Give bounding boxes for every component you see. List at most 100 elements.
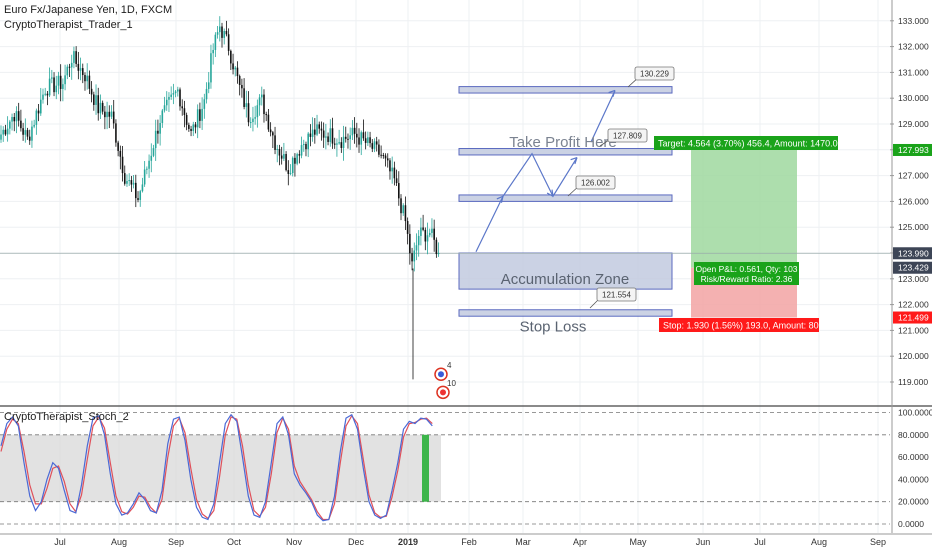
arrow-head-stroke: [496, 195, 504, 203]
candle-body: [254, 117, 256, 119]
candle-body: [435, 239, 438, 255]
candle-body: [0, 134, 2, 140]
candle-body: [139, 191, 142, 200]
candle-body: [411, 253, 413, 262]
badge-core: [440, 389, 446, 396]
candle-body: [13, 117, 16, 122]
candle-body: [141, 184, 144, 192]
candle-body: [88, 75, 91, 89]
candle-body: [380, 154, 382, 156]
candles: [0, 16, 440, 380]
candle-body: [322, 130, 325, 138]
candle-body: [37, 110, 40, 114]
candle-body: [135, 182, 137, 199]
arrow-head-stroke: [546, 189, 554, 197]
candle-body: [424, 229, 427, 242]
candle-body: [349, 135, 351, 140]
candle-body: [294, 157, 296, 164]
candle-body: [272, 132, 274, 136]
candle-body: [280, 155, 283, 159]
candle-body: [307, 133, 309, 150]
price-tick-label: 123.000: [898, 274, 929, 284]
accumulation-zone-label: Accumulation Zone: [501, 271, 629, 288]
candle-body: [42, 94, 44, 100]
month-tick-label: Oct: [227, 537, 242, 547]
stoch-tick-label: 60.0000: [898, 452, 929, 462]
candle-body: [55, 85, 58, 93]
badge-core: [438, 371, 444, 378]
price-tick-label: 133.000: [898, 16, 929, 26]
callout-box: [634, 66, 675, 81]
month-tick-label: Sep: [870, 537, 886, 547]
month-tick-label: Aug: [811, 537, 827, 547]
candle-body: [300, 145, 303, 156]
candle-body: [291, 157, 294, 174]
candle-body: [143, 169, 146, 185]
position-tool: [0, 149, 890, 318]
candle-body: [389, 160, 391, 172]
candle-body: [26, 130, 29, 137]
candle-body: [426, 235, 429, 242]
candle-body: [367, 137, 369, 143]
candle-body: [311, 129, 314, 137]
candle-body: [24, 130, 27, 135]
candle-body: [353, 127, 356, 134]
candle-body: [325, 136, 327, 138]
candle-body: [126, 181, 128, 184]
price-tick-label: 119.000: [898, 377, 928, 387]
candle-body: [400, 198, 402, 214]
candle-body: [384, 155, 387, 159]
candle-body: [101, 102, 104, 112]
candle-body: [9, 121, 11, 129]
candle-body: [112, 111, 115, 124]
candle-body: [283, 154, 285, 159]
price-tick-label: 127.000: [898, 171, 929, 181]
candle-body: [422, 227, 424, 230]
symbol-title[interactable]: Euro Fx/Japanese Yen, 1D, FXCM: [4, 4, 173, 16]
candle-body: [225, 30, 228, 35]
candle-body: [221, 26, 223, 38]
candle-body: [203, 99, 206, 109]
month-tick-label: 2019: [398, 537, 418, 547]
candle-body: [165, 99, 168, 106]
stochastic-lines: [0, 413, 433, 522]
candle-body: [258, 97, 261, 106]
candle-body: [241, 84, 243, 89]
candle-body: [274, 135, 276, 150]
month-tick-label: Apr: [573, 537, 587, 547]
stoch-tick-label: 80.0000: [898, 430, 929, 440]
candle-body: [201, 108, 203, 121]
callout-box: [596, 287, 637, 302]
stop-loss-label: Stop Loss: [520, 319, 587, 336]
candle-body: [70, 62, 73, 68]
candle-body: [364, 138, 367, 143]
candle-body: [46, 93, 49, 96]
candle-body: [130, 180, 133, 185]
labels: Take Profit Here Accumulation Zone Stop Lo…: [434, 66, 932, 400]
candle-body: [196, 109, 199, 128]
projection-path: [475, 152, 578, 252]
candle-body: [406, 221, 409, 234]
price-axis-label: [893, 261, 932, 274]
candle-body: [192, 124, 195, 131]
candle-body: [331, 128, 334, 144]
indicator-title[interactable]: CryptoTherapist_Trader_1: [4, 19, 133, 31]
candle-body: [168, 96, 170, 100]
candle-body: [395, 178, 398, 184]
candle-body: [97, 95, 100, 114]
candle-body: [356, 133, 358, 138]
candle-body: [73, 51, 75, 63]
target-label-box: [654, 136, 838, 150]
candle-body: [163, 105, 166, 111]
month-tick-label: Dec: [348, 537, 365, 547]
candle-body: [336, 143, 338, 145]
stoch-indicator-title[interactable]: CryptoTherapist_Stoch_2: [4, 411, 129, 423]
candle-body: [188, 124, 190, 129]
projection-arrows: [475, 89, 616, 252]
candle-body: [333, 143, 336, 145]
candle-body: [351, 127, 354, 136]
candle-body: [157, 130, 159, 134]
candle-body: [287, 170, 290, 174]
candle-body: [115, 123, 117, 143]
